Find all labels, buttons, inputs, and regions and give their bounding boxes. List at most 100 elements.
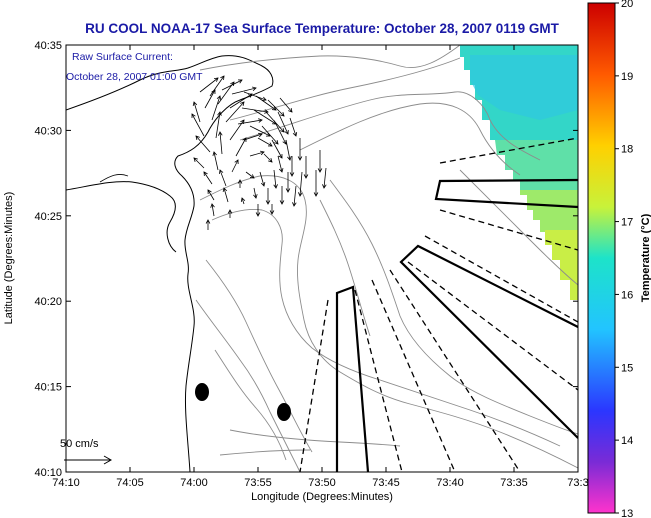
current-vector [199, 77, 219, 93]
current-vector-head [242, 137, 247, 143]
current-vector [241, 107, 269, 113]
scale-arrow [64, 455, 113, 465]
current-vector-head [193, 157, 198, 162]
current-vector-head [220, 75, 225, 81]
current-vector [259, 171, 265, 187]
x-tick-label: 73:45 [372, 477, 400, 489]
current-vector-head [205, 219, 211, 224]
current-vector-head [247, 93, 253, 98]
current-vector-head [213, 77, 219, 82]
current-vector [261, 125, 279, 145]
current-vector-head [280, 128, 285, 133]
current-vector-head [303, 174, 309, 179]
current-vector [249, 151, 265, 157]
current-vector-head [278, 168, 284, 173]
colorbar [587, 2, 616, 514]
y-tick-label: 40:10 [34, 467, 62, 479]
current-vector [263, 153, 273, 163]
colorbar-label: Temperature (°C) [640, 213, 651, 302]
current-vector [299, 171, 303, 197]
surface-current-vectors [191, 75, 327, 230]
marker-site-1 [195, 383, 209, 401]
current-vector-head [237, 179, 243, 184]
current-vector [204, 89, 216, 109]
current-vector [271, 139, 283, 159]
current-vector [293, 185, 297, 207]
current-vector [249, 125, 271, 137]
x-tick-label: 73:35 [500, 477, 528, 489]
current-vector-head [234, 159, 239, 165]
current-vector [243, 133, 263, 141]
current-vector-head [288, 108, 293, 113]
current-vector-head [253, 194, 258, 199]
current-vector-head [265, 200, 271, 205]
map-content [66, 45, 578, 472]
current-vector-head [191, 113, 196, 119]
current-vector-head [271, 106, 277, 111]
x-tick-label: 74:10 [52, 477, 80, 489]
current-vector-head [274, 140, 279, 145]
inset-date: October 28, 2007 01:00 GMT [66, 71, 203, 83]
x-axis-ticks: 74:10 74:05 74:00 73:55 73:50 73:45 73:40 73:35… [52, 45, 589, 489]
current-vector [207, 189, 215, 201]
current-vector-head [212, 151, 217, 156]
current-vector [211, 95, 221, 121]
current-vector-head [240, 119, 245, 125]
current-vector-head [192, 101, 198, 106]
current-vector-head [227, 209, 233, 214]
current-vector-head [240, 101, 245, 106]
y-axis-label: Latitude (Degrees:Minutes) [3, 192, 15, 325]
current-vector [323, 167, 327, 189]
current-vector-head [249, 174, 255, 179]
map-title: RU COOL NOAA-17 Sea Surface Temperature:… [85, 21, 559, 36]
current-vector-head [260, 182, 266, 187]
current-vector-head [252, 86, 257, 92]
x-axis-label: Longitude (Degrees:Minutes) [251, 491, 393, 503]
colorbar-tick-label: 14 [621, 435, 633, 447]
y-axis-ticks: 40:10 40:15 40:20 40:25 40:30 40:35 [34, 40, 578, 479]
x-tick-label: 73:55 [244, 477, 272, 489]
y-tick-label: 40:30 [34, 125, 62, 137]
current-vector-head [268, 158, 273, 163]
survey-boxes [335, 178, 578, 472]
current-vector-head [217, 111, 222, 116]
current-vector-head [240, 197, 246, 203]
current-vector-head [317, 168, 323, 173]
current-vector [217, 81, 235, 105]
current-vector [235, 137, 247, 157]
current-vector-head [285, 188, 291, 193]
y-tick-label: 40:35 [34, 40, 62, 52]
current-vector-head [284, 129, 289, 135]
current-vector-head [267, 142, 273, 147]
colorbar-tick-label: 18 [621, 144, 633, 156]
colorbar-tick-label: 13 [621, 508, 633, 518]
current-vector-head [298, 192, 303, 197]
current-vector-head [261, 96, 267, 101]
current-vector-head [322, 184, 327, 189]
x-tick-label: 73:50 [308, 477, 336, 489]
x-tick-label: 73:40 [436, 477, 464, 489]
current-vector [231, 159, 239, 173]
colorbar-tick-label: 15 [621, 362, 633, 374]
current-vector [267, 99, 285, 117]
current-vector-head [258, 118, 263, 123]
x-tick-label: 73:3 [567, 477, 588, 489]
current-vector-head [260, 150, 265, 156]
current-vector-head [207, 189, 212, 195]
current-vector-head [203, 171, 208, 177]
current-vector-head [273, 184, 278, 189]
x-tick-label: 74:05 [116, 477, 144, 489]
current-vector [241, 197, 245, 205]
current-vector-head [219, 169, 224, 175]
current-vector [275, 123, 287, 145]
current-vector-head [222, 187, 228, 192]
current-vector [219, 169, 227, 187]
current-vector-head [237, 79, 243, 84]
current-vector [215, 111, 221, 139]
current-vector-head [269, 210, 275, 215]
current-vector [265, 111, 285, 133]
current-vector [211, 203, 215, 217]
current-vector-head [230, 81, 235, 87]
current-vector [203, 171, 213, 185]
